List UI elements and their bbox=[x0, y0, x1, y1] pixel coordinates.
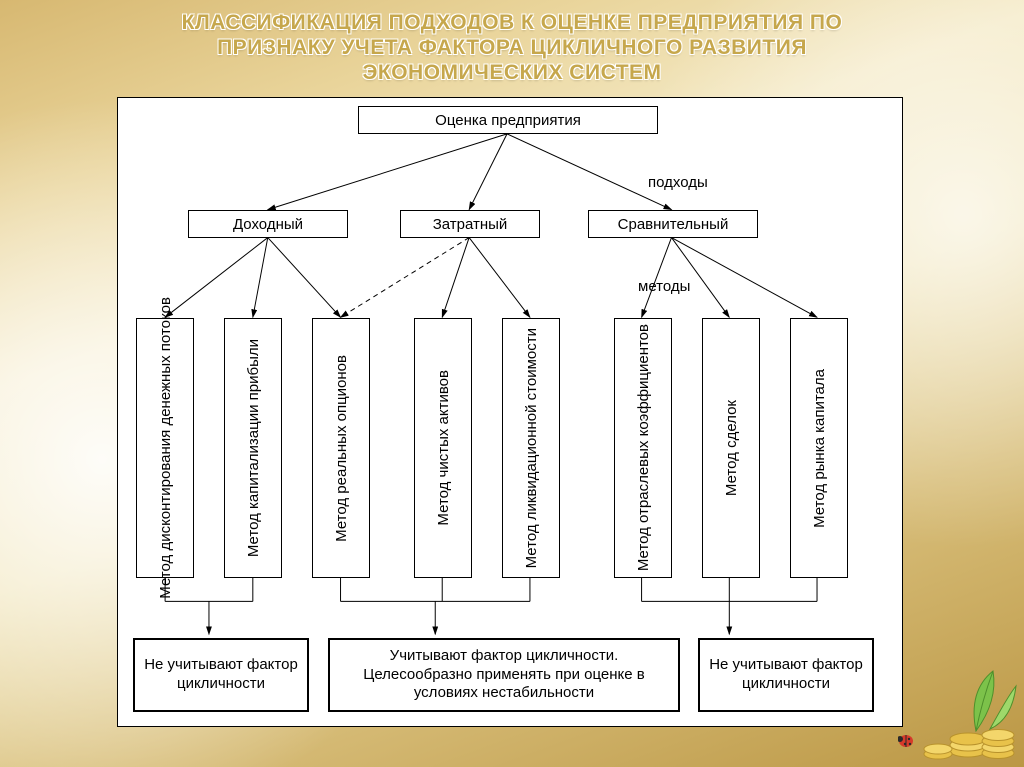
method-3-label: Метод чистых активов bbox=[435, 370, 452, 526]
result-2-label: Не учитывают фактор цикличности bbox=[708, 656, 864, 694]
method-2-label: Метод реальных опционов bbox=[333, 355, 350, 542]
method-6: Метод сделок bbox=[702, 318, 760, 578]
root-box: Оценка предприятия bbox=[358, 106, 658, 134]
result-0: Не учитывают фактор цикличности bbox=[133, 638, 309, 712]
method-4: Метод ликвидационной стоимости bbox=[502, 318, 560, 578]
label-methods: методы bbox=[638, 278, 690, 295]
method-4-label: Метод ликвидационной стоимости bbox=[523, 328, 540, 568]
result-1: Учитывают фактор цикличности. Целесообра… bbox=[328, 638, 680, 712]
method-7-label: Метод рынка капитала bbox=[811, 369, 828, 528]
method-2: Метод реальных опционов bbox=[312, 318, 370, 578]
method-3: Метод чистых активов bbox=[414, 318, 472, 578]
method-7: Метод рынка капитала bbox=[790, 318, 848, 578]
approach-comparative: Сравнительный bbox=[588, 210, 758, 238]
title-line-3: ЭКОНОМИЧЕСКИХ СИСТЕМ bbox=[362, 61, 661, 84]
approach-cost: Затратный bbox=[400, 210, 540, 238]
title-line-2: ПРИЗНАКУ УЧЕТА ФАКТОРА ЦИКЛИЧНОГО РАЗВИТ… bbox=[217, 36, 807, 59]
method-0: Метод дисконтирования денежных потоков bbox=[136, 318, 194, 578]
slide-title: КЛАССИФИКАЦИЯ ПОДХОДОВ К ОЦЕНКЕ ПРЕДПРИЯ… bbox=[0, 10, 1024, 86]
diagram-canvas: Оценка предприятия подходы методы Доходн… bbox=[117, 97, 903, 727]
label-approaches: подходы bbox=[648, 174, 708, 191]
method-5: Метод отраслевых коэффициентов bbox=[614, 318, 672, 578]
approach-comparative-label: Сравнительный bbox=[618, 216, 729, 233]
result-2: Не учитывают фактор цикличности bbox=[698, 638, 874, 712]
method-5-label: Метод отраслевых коэффициентов bbox=[635, 324, 652, 571]
title-line-1: КЛАССИФИКАЦИЯ ПОДХОДОВ К ОЦЕНКЕ ПРЕДПРИЯ… bbox=[182, 11, 843, 34]
result-1-label: Учитывают фактор цикличности. Целесообра… bbox=[338, 647, 670, 703]
approach-cost-label: Затратный bbox=[433, 216, 508, 233]
approach-income-label: Доходный bbox=[233, 216, 303, 233]
method-1: Метод капитализации прибыли bbox=[224, 318, 282, 578]
result-0-label: Не учитывают фактор цикличности bbox=[143, 656, 299, 694]
root-label: Оценка предприятия bbox=[435, 112, 581, 129]
method-1-label: Метод капитализации прибыли bbox=[245, 339, 262, 557]
method-6-label: Метод сделок bbox=[723, 400, 740, 496]
method-0-label: Метод дисконтирования денежных потоков bbox=[157, 297, 174, 599]
approach-income: Доходный bbox=[188, 210, 348, 238]
